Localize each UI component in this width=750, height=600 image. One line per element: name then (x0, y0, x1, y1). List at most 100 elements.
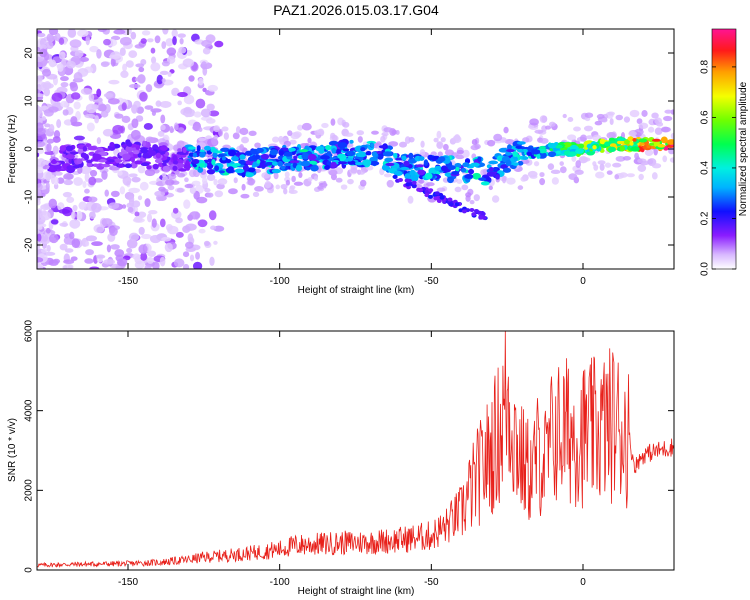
spectrogram-halo-blob (161, 172, 167, 178)
spectrogram-ridge-blob (109, 142, 115, 148)
spectrogram-noise-blob (101, 170, 108, 180)
spectrogram-noise-blob (138, 226, 145, 235)
spectrogram-halo-blob (612, 162, 622, 168)
spectrogram-halo-blob (218, 128, 224, 137)
spectrogram-ridge-blob (228, 149, 237, 157)
spectrogram-ridge-blob (512, 151, 519, 157)
spectrogram-noise-blob (144, 198, 151, 208)
spectrogram-halo-blob (241, 136, 249, 144)
spectrogram-noise-blob (177, 33, 186, 38)
spectrogram-noise-blob (48, 198, 58, 209)
spectrogram-ridge-blob (87, 145, 98, 151)
spectrogram-noise-blob (200, 108, 211, 118)
spectrogram-ridge-blob (461, 167, 467, 173)
spectrogram-noise-blob (73, 71, 83, 82)
spectrogram-ridge-blob (299, 149, 309, 153)
spectrogram-noise-blob (151, 110, 156, 116)
spectrogram-ridge-blob (133, 150, 140, 155)
spectrogram-noise-blob (159, 70, 169, 75)
spectrogram-ridge-blob (246, 167, 256, 173)
spectrogram-noise-blob (37, 46, 41, 52)
spectrogram-streak-blob (447, 197, 453, 202)
spectrogram-ridge-blob (486, 171, 497, 177)
spectrogram-ridge-blob (414, 167, 421, 171)
spectrogram-noise-blob (207, 84, 219, 92)
spectrogram-ridge-blob (488, 166, 494, 172)
spectrogram-ridge-blob (220, 147, 230, 153)
spectrogram-ridge-blob (608, 137, 615, 142)
spectrogram-halo-blob (213, 125, 221, 133)
spectrogram-noise-blob (210, 225, 217, 230)
spectrogram-halo-blob (641, 109, 648, 117)
spectrogram-noise-blob (104, 189, 109, 197)
spectrogram-halo-blob (436, 130, 442, 139)
spectrogram-halo-blob (670, 132, 674, 140)
spectrogram-noise-blob (91, 202, 102, 213)
spectrogram-ridge-blob (117, 163, 124, 168)
spectrogram-ridge-blob (408, 152, 414, 160)
spectrogram-ridge-blob (539, 145, 546, 150)
spectrogram-noise-blob (77, 29, 89, 38)
spectrogram-halo-blob (232, 132, 240, 140)
spectrogram-halo-blob (661, 126, 671, 133)
spectrogram-noise-blob (54, 32, 61, 42)
spectrogram-halo-blob (342, 121, 350, 128)
spectrogram-noise-blob (138, 244, 148, 254)
spectrogram-ridge-blob (362, 159, 372, 167)
spectrogram-noise-blob (119, 47, 126, 57)
spectrogram-halo-blob (347, 178, 354, 185)
spectrogram-ridge-blob (478, 177, 487, 181)
spectrogram-halo-blob (264, 180, 272, 189)
spectrogram-noise-blob (57, 202, 65, 211)
spectrogram-ridge-blob (155, 152, 161, 159)
spectrogram-noise-blob (152, 261, 160, 269)
spectrogram-noise-blob (46, 143, 52, 153)
spectrogram-noise-blob (82, 180, 87, 188)
spectrogram-halo-blob (380, 135, 386, 143)
spectrogram-ridge-blob (101, 163, 111, 168)
spectrogram-noise-blob (127, 206, 134, 213)
spectrogram-noise-blob (128, 232, 140, 242)
spectrogram-noise-blob (145, 136, 155, 143)
snr-x-tick-label: 0 (580, 577, 586, 588)
spectrogram-noise-blob (98, 103, 107, 112)
spectrogram-ridge-blob (231, 156, 239, 162)
spectrogram-ridge-blob (232, 162, 241, 167)
spectrogram-ridge-blob (140, 147, 148, 154)
spectrogram-halo-blob (443, 143, 449, 151)
spectrogram-ridge-blob (515, 145, 522, 149)
colorbar-tick-label: 0.4 (700, 161, 711, 175)
spectrogram-noise-blob (166, 47, 177, 56)
spectrogram-halo-blob (637, 164, 647, 172)
spectrogram-halo-blob (408, 136, 415, 143)
spectrogram-noise-blob (37, 257, 44, 263)
spectrogram-ridge-blob (256, 159, 261, 164)
spectrogram-noise-blob (88, 176, 97, 186)
spectrogram-streak-blob (448, 202, 454, 207)
spectrogram-noise-blob (37, 199, 41, 206)
spectrogram-ridge-blob (238, 159, 246, 165)
spectrogram-ridge-blob (630, 146, 640, 152)
colorbar-tick-label: 0.6 (700, 110, 711, 124)
spectrogram-halo-blob (254, 142, 261, 148)
spectrogram-halo-blob (647, 126, 655, 133)
spectrogram-noise-blob (193, 111, 202, 118)
spectrogram-halo-blob (420, 140, 425, 148)
spectrogram-ridge-blob (192, 152, 198, 158)
spectrogram-noise-blob (165, 38, 174, 47)
spectrogram-ridge-blob (639, 142, 646, 146)
spectrogram-noise-blob (193, 190, 200, 200)
spectrogram-noise-blob (145, 84, 153, 93)
spectrogram-halo-blob (289, 185, 295, 194)
spectrogram-noise-blob (108, 166, 121, 171)
spectrogram-ridge-blob (403, 160, 410, 167)
spectrogram-ridge-blob (592, 145, 597, 150)
spectrogram-ridge-blob (357, 151, 367, 158)
spectrogram-noise-blob (37, 242, 41, 250)
spectrogram-noise-blob (122, 63, 127, 72)
spectrogram-halo-blob (622, 156, 632, 161)
spectrogram-streak-blob (405, 182, 411, 187)
spectrogram-ridge-blob (423, 159, 429, 166)
spectrogram-streak-blob (428, 188, 434, 193)
spectrogram-ridge-blob (277, 160, 284, 167)
